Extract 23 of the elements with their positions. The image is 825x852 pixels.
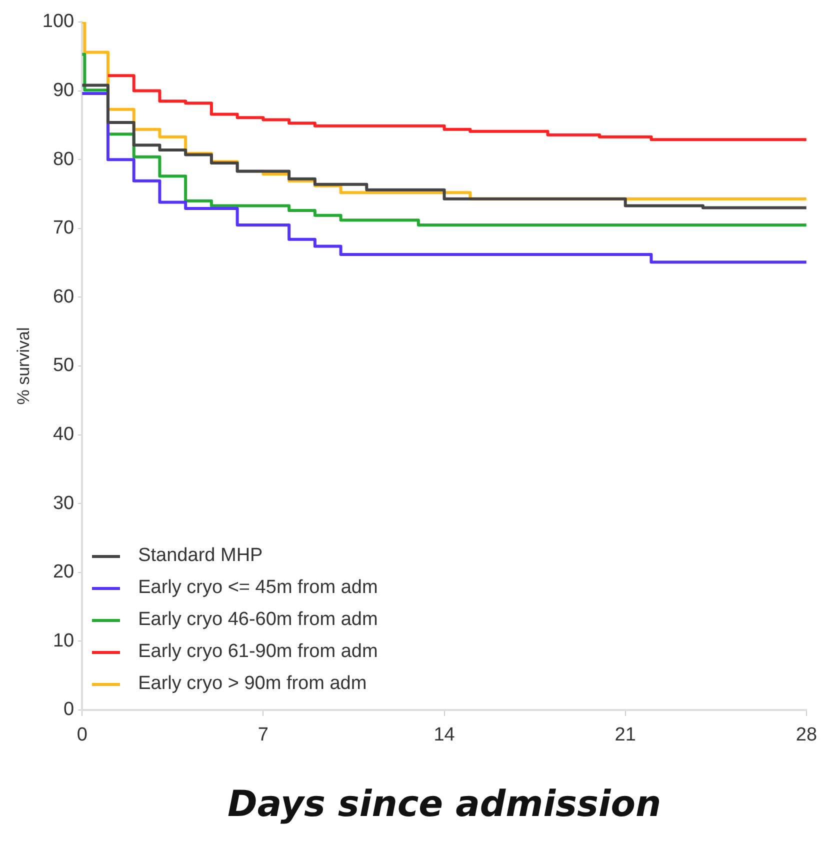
legend-label: Standard MHP: [138, 545, 263, 567]
x-tick-label: 21: [614, 724, 636, 746]
y-tick-label: 70: [52, 218, 74, 239]
y-axis-title: % survival: [14, 327, 33, 405]
legend-label: Early cryo > 90m from adm: [138, 673, 367, 695]
y-tick-label: 100: [42, 11, 74, 32]
y-tick-label: 30: [52, 492, 74, 514]
legend-label: Early cryo <= 45m from adm: [138, 577, 378, 599]
y-tick-label: 10: [52, 630, 74, 652]
y-tick-label: 80: [52, 148, 74, 170]
x-tick-label: 0: [76, 724, 88, 746]
legend-label: Early cryo 61-90m from adm: [138, 641, 378, 663]
y-tick-label: 40: [52, 424, 74, 446]
x-axis-title: Days since admission: [227, 784, 662, 825]
legend-label: Early cryo 46-60m from adm: [138, 609, 378, 631]
y-tick-label: 90: [52, 80, 74, 102]
y-tick-label: 0: [64, 699, 74, 720]
y-tick-label: 20: [52, 562, 74, 583]
y-tick-label: 60: [52, 286, 74, 308]
x-tick-label: 7: [258, 724, 268, 746]
y-tick-label: 50: [52, 355, 74, 376]
x-tick-label: 28: [796, 724, 818, 746]
x-tick-label: 14: [434, 724, 456, 746]
